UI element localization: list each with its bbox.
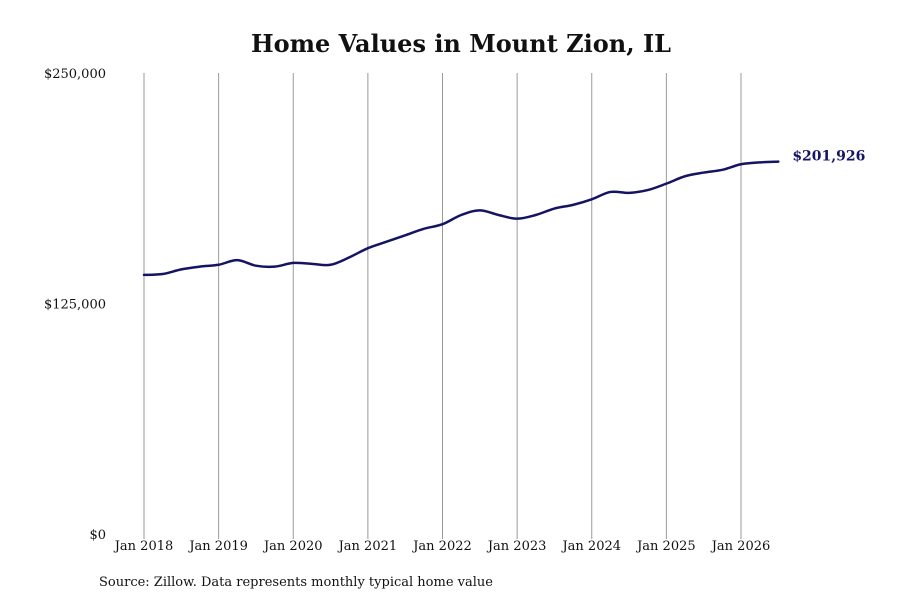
x-tick-label: Jan 2022: [411, 539, 472, 554]
x-tick-label: Jan 2020: [262, 539, 323, 554]
source-note: Source: Zillow. Data represents monthly …: [99, 575, 493, 590]
x-tick-label: Jan 2025: [635, 539, 696, 554]
x-tick-label: Jan 2021: [337, 539, 398, 554]
y-tick-label: $0: [89, 528, 106, 543]
x-tick-label: Jan 2019: [187, 539, 248, 554]
x-axis-ticks: Jan 2018 Jan 2019 Jan 2020 Jan 2021 Jan 2022…: [113, 539, 771, 554]
x-tick-label: Jan 2018: [113, 539, 174, 554]
end-value-label: $201,926: [792, 149, 865, 165]
series-layer: $201,926: [142, 149, 865, 277]
gridlines: [143, 73, 742, 539]
y-tick-label: $250,000: [44, 67, 106, 82]
y-tick-label: $125,000: [44, 298, 106, 313]
x-tick-label: Jan 2026: [710, 539, 771, 554]
chart-title: Home Values in Mount Zion, IL: [251, 29, 671, 58]
x-tick-label: Jan 2024: [560, 539, 621, 554]
x-tick-label: Jan 2023: [486, 539, 547, 554]
series-line: [142, 160, 780, 277]
y-axis-ticks: $0 $125,000 $250,000: [44, 67, 106, 543]
